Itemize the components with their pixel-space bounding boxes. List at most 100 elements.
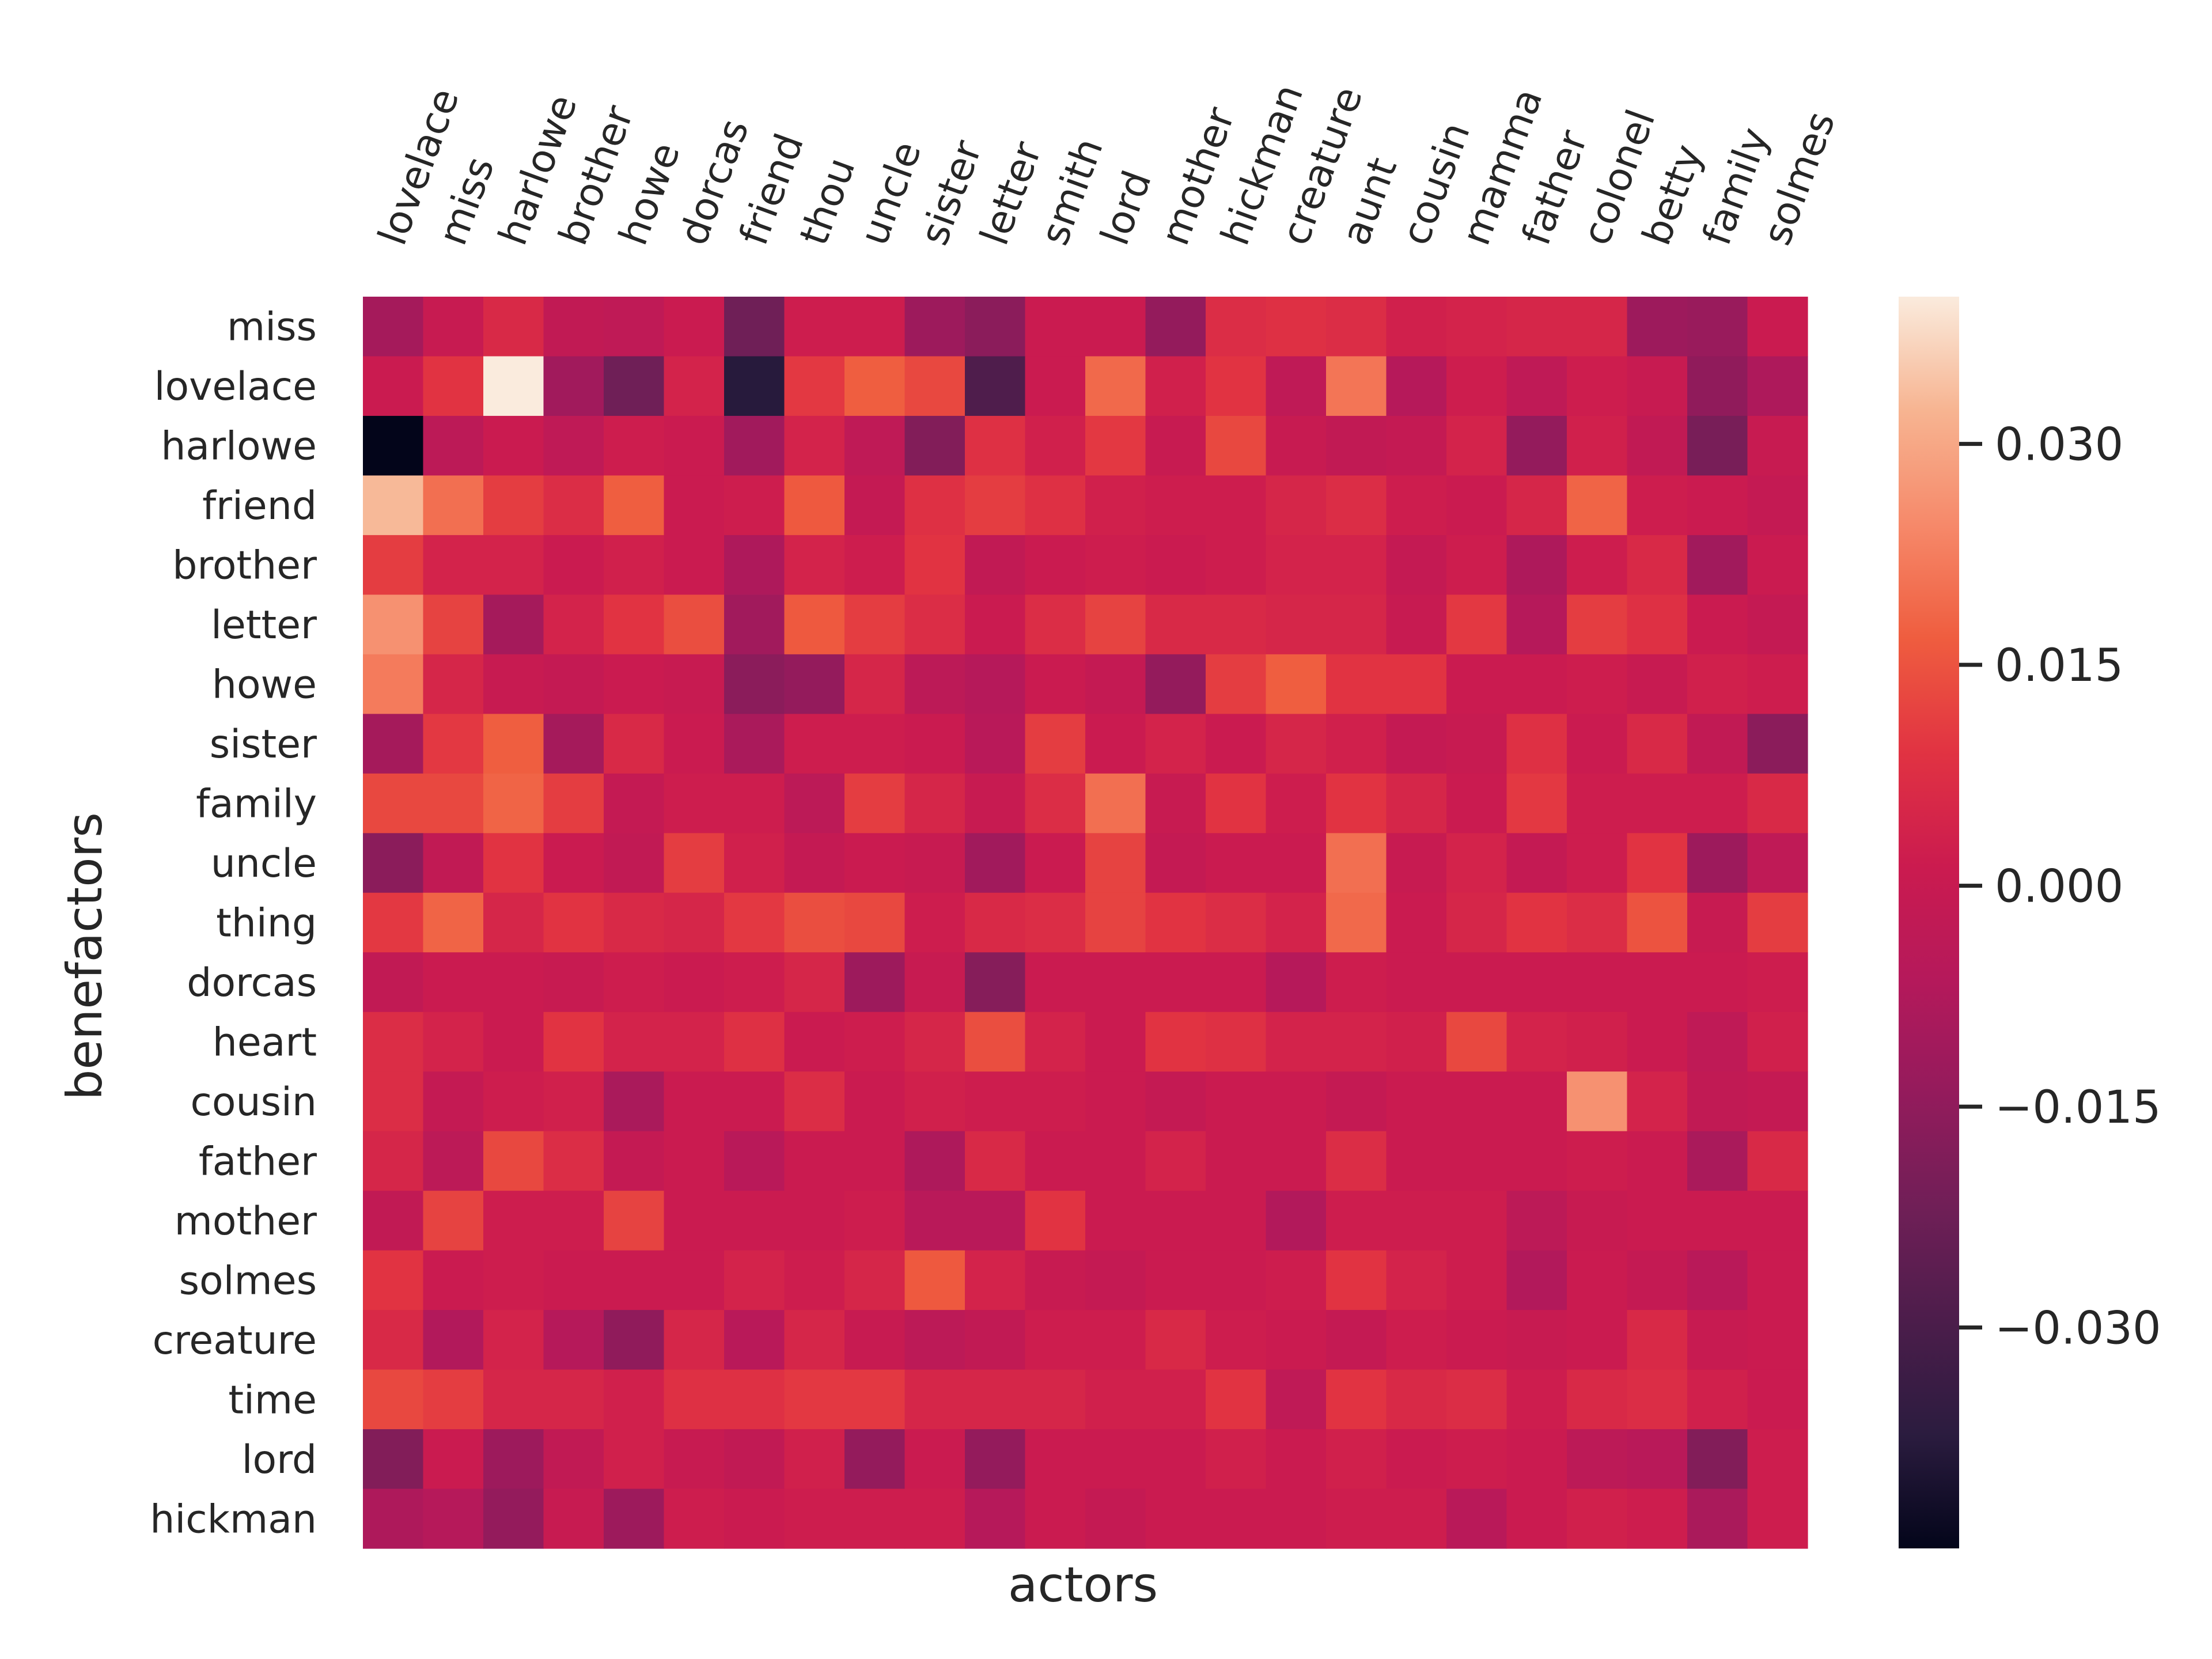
heatmap-cell	[724, 535, 785, 595]
heatmap-cell	[1206, 1012, 1267, 1072]
heatmap-cell	[1025, 594, 1086, 655]
heatmap-cell	[1506, 535, 1567, 595]
heatmap-cell	[1326, 833, 1387, 893]
heatmap-cell	[1326, 1012, 1387, 1072]
heatmap-cell	[483, 475, 544, 536]
heatmap-cell	[1446, 654, 1508, 714]
heatmap-cell	[664, 415, 725, 476]
heatmap-cell	[1567, 714, 1628, 774]
heatmap-cell	[1206, 952, 1267, 1013]
heatmap-cell	[604, 1310, 665, 1370]
heatmap-cell	[1206, 1131, 1267, 1191]
heatmap-cell	[1326, 1429, 1387, 1490]
heatmap-cell	[363, 833, 424, 893]
heatmap-cell	[1627, 475, 1688, 536]
heatmap-cell	[1025, 952, 1086, 1013]
heatmap-cell	[1085, 714, 1146, 774]
heatmap-cell	[1145, 297, 1206, 357]
heatmap-cell	[604, 714, 665, 774]
heatmap-cell	[1386, 833, 1447, 893]
heatmap-cell	[1627, 1131, 1688, 1191]
heatmap-cell	[423, 833, 484, 893]
heatmap-cell	[1266, 952, 1327, 1013]
heatmap-cell	[1567, 1310, 1628, 1370]
heatmap-cell	[543, 1131, 604, 1191]
colorbar-tick-label: 0.000	[1995, 861, 2123, 913]
heatmap-cell	[1506, 952, 1567, 1013]
x-axis-label: actors	[1008, 1556, 1158, 1613]
y-tick-label: howe	[212, 662, 317, 708]
heatmap-cell	[1627, 654, 1688, 714]
heatmap-cell	[1747, 833, 1808, 893]
heatmap-cell	[604, 1429, 665, 1490]
heatmap-cell	[844, 1250, 906, 1310]
heatmap-cell	[1567, 594, 1628, 655]
heatmap-cell	[1506, 1131, 1567, 1191]
heatmap-cell	[1747, 415, 1808, 476]
heatmap-cell	[1085, 356, 1146, 416]
heatmap-cell	[965, 654, 1026, 714]
heatmap-cell	[1145, 1131, 1206, 1191]
heatmap-cell	[965, 1310, 1026, 1370]
heatmap-cell	[483, 1369, 544, 1430]
heatmap-cell	[1567, 833, 1628, 893]
heatmap-cell	[904, 1131, 965, 1191]
heatmap-cell	[1266, 1071, 1327, 1132]
y-tick-label: cousin	[190, 1080, 317, 1125]
heatmap-cell	[1386, 892, 1447, 953]
heatmap-cell	[1446, 1191, 1508, 1251]
y-tick-label: friend	[202, 483, 317, 529]
heatmap-cell	[844, 1310, 906, 1370]
heatmap-cell	[904, 1071, 965, 1132]
y-tick-label: thing	[216, 901, 317, 946]
heatmap-cell	[844, 297, 906, 357]
heatmap-cell	[1627, 535, 1688, 595]
heatmap-cell	[1326, 297, 1387, 357]
heatmap-cell	[363, 952, 424, 1013]
heatmap-cell	[423, 773, 484, 834]
heatmap-cell	[1206, 654, 1267, 714]
heatmap-cell	[363, 1310, 424, 1370]
heatmap-cell	[1627, 1191, 1688, 1251]
heatmap-cell	[1266, 654, 1327, 714]
heatmap-cell	[363, 535, 424, 595]
heatmap-cell	[423, 1071, 484, 1132]
heatmap-cell	[965, 356, 1026, 416]
heatmap-cell	[1747, 1071, 1808, 1132]
heatmap-cell	[1506, 892, 1567, 953]
heatmap-cell	[1567, 1250, 1628, 1310]
heatmap-cell	[1386, 1250, 1447, 1310]
heatmap-cell	[1627, 297, 1688, 357]
heatmap-cell	[1446, 1310, 1508, 1370]
heatmap-cell	[1085, 415, 1146, 476]
heatmap-cell	[1326, 1191, 1387, 1251]
heatmap-cell	[1386, 1488, 1447, 1549]
heatmap-cell	[483, 952, 544, 1013]
heatmap-cell	[784, 297, 845, 357]
heatmap-cell	[1145, 356, 1206, 416]
heatmap-cell	[543, 952, 604, 1013]
y-tick-label: brother	[172, 543, 317, 589]
heatmap-cell	[423, 535, 484, 595]
heatmap-cell	[604, 1191, 665, 1251]
heatmap-cell	[1567, 356, 1628, 416]
colorbar-gradient	[1899, 297, 1959, 1548]
heatmap-cell	[784, 415, 845, 476]
heatmap-cell	[483, 535, 544, 595]
heatmap-cell	[1687, 1310, 1748, 1370]
heatmap-cell	[1145, 415, 1206, 476]
heatmap-cell	[604, 773, 665, 834]
heatmap-cell	[844, 892, 906, 953]
heatmap-cell	[423, 1310, 484, 1370]
heatmap-cell	[1687, 892, 1748, 953]
heatmap-cell	[363, 356, 424, 416]
heatmap-cell	[664, 535, 725, 595]
heatmap-cell	[1326, 952, 1387, 1013]
heatmap-cell	[664, 1071, 725, 1132]
heatmap-cell	[965, 1191, 1026, 1251]
heatmap-cell	[1747, 892, 1808, 953]
colorbar-tick-label: 0.015	[1995, 640, 2123, 692]
heatmap-cell	[423, 1250, 484, 1310]
heatmap-cell	[784, 1310, 845, 1370]
heatmap-cell	[1567, 654, 1628, 714]
